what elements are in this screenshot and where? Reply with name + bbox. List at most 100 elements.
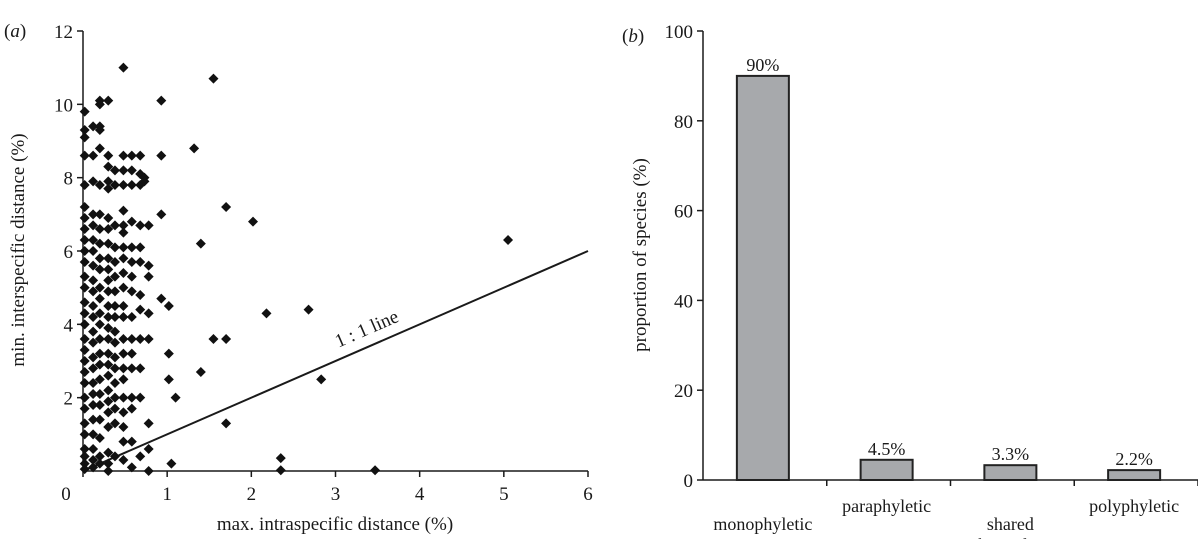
scatter-point: [109, 337, 120, 348]
scatter-point: [79, 235, 90, 245]
scatter-point: [94, 334, 105, 344]
scatter-point: [109, 352, 120, 363]
scatter-point: [103, 161, 114, 172]
scatter-point: [94, 359, 105, 370]
bar-category-label: paraphyletic: [842, 496, 931, 516]
scatter-point: [79, 444, 90, 454]
scatter-point: [126, 392, 137, 403]
panel-b-letter: b: [628, 26, 638, 47]
scatter-point: [94, 209, 105, 220]
bar-category-label: monophyletic: [713, 514, 812, 534]
scatter-point: [109, 242, 120, 253]
scatter-point: [221, 202, 232, 212]
scatter-point: [143, 220, 154, 231]
scatter-point: [79, 282, 90, 293]
scatter-point: [126, 271, 137, 282]
scatter-point: [79, 224, 90, 234]
scatter-point: [79, 392, 90, 403]
scatter-point: [118, 312, 129, 322]
bar-paraphyletic: [859, 458, 914, 482]
scatter-point: [143, 466, 154, 476]
scatter-point: [88, 260, 99, 271]
scatter-point: [195, 238, 206, 249]
scatter-point: [126, 242, 137, 253]
scatter-point: [88, 246, 99, 256]
scatter-y-tick-label: 12: [54, 22, 73, 43]
scatter-point: [103, 301, 114, 311]
scatter-point: [79, 345, 90, 355]
bar-value-label: 2.2%: [1115, 449, 1153, 469]
bar-y-ticks: 0 20 40 60 80 100: [665, 22, 703, 492]
bar-category-label: polyphyletic: [1089, 496, 1179, 516]
scatter-point: [88, 389, 99, 399]
scatter-point: [118, 268, 129, 278]
bar-category-label: shared: [987, 514, 1034, 534]
scatter-point: [135, 392, 146, 403]
scatter-point: [88, 378, 99, 388]
scatter-point: [126, 462, 137, 473]
scatter-point: [103, 176, 114, 187]
scatter-y-tick-label: 8: [64, 169, 74, 190]
scatter-point: [79, 257, 90, 267]
panel-a-label: (a): [4, 21, 26, 42]
scatter-point: [126, 216, 137, 227]
scatter-point: [135, 257, 146, 267]
scatter-point: [94, 348, 105, 359]
scatter-points: [79, 62, 514, 476]
scatter-y-tick-label: 6: [64, 242, 74, 263]
scatter-point: [94, 433, 105, 443]
scatter-point: [143, 271, 154, 282]
bar-shared-barcodes: [983, 464, 1038, 482]
scatter-point: [195, 367, 206, 377]
scatter-point: [103, 238, 114, 249]
scatter-point: [221, 334, 232, 344]
scatter-point: [94, 308, 105, 319]
scatter-point: [156, 150, 167, 161]
scatter-point: [370, 465, 381, 476]
scatter-point: [94, 374, 105, 385]
scatter-point: [103, 359, 114, 370]
scatter-point: [126, 334, 137, 344]
scatter-point: [118, 253, 129, 264]
scatter-point: [103, 312, 114, 322]
scatter-point: [94, 414, 105, 425]
scatter-point: [94, 180, 105, 190]
scatter-x-tick-label: 5: [499, 484, 509, 505]
scatter-point: [79, 356, 90, 366]
scatter-point: [118, 242, 129, 253]
scatter-point: [135, 150, 146, 161]
scatter-point: [103, 224, 114, 234]
scatter-point: [94, 319, 105, 330]
scatter-y-tick-label: 2: [64, 389, 74, 410]
scatter-point: [109, 392, 120, 403]
scatter-point: [94, 99, 105, 110]
scatter-point: [109, 165, 120, 176]
scatter-point: [79, 451, 90, 462]
scatter-point: [79, 213, 90, 223]
scatter-point: [88, 462, 99, 473]
scatter-point: [94, 238, 105, 249]
scatter-point: [156, 293, 167, 304]
scatter-point: [126, 150, 137, 161]
scatter-point: [118, 282, 129, 293]
scatter-point: [109, 271, 120, 282]
scatter-point: [166, 458, 177, 469]
scatter-point: [118, 334, 129, 344]
scatter-point: [109, 301, 120, 311]
scatter-point: [88, 352, 99, 363]
scatter-point: [94, 389, 105, 399]
scatter-point: [79, 367, 90, 377]
scatter-y-tick-label: 10: [54, 95, 73, 116]
scatter-point: [103, 334, 114, 344]
scatter-point: [88, 220, 99, 231]
scatter-point: [79, 297, 90, 308]
scatter-point: [135, 290, 146, 300]
scatter-point: [275, 465, 286, 476]
scatter-point: [126, 363, 137, 374]
scatter-y-axis-title: min. interspecific distance (%): [8, 133, 29, 366]
scatter-point: [103, 407, 114, 418]
scatter-point: [109, 403, 120, 414]
scatter-point: [503, 235, 514, 245]
scatter-point: [143, 260, 154, 271]
